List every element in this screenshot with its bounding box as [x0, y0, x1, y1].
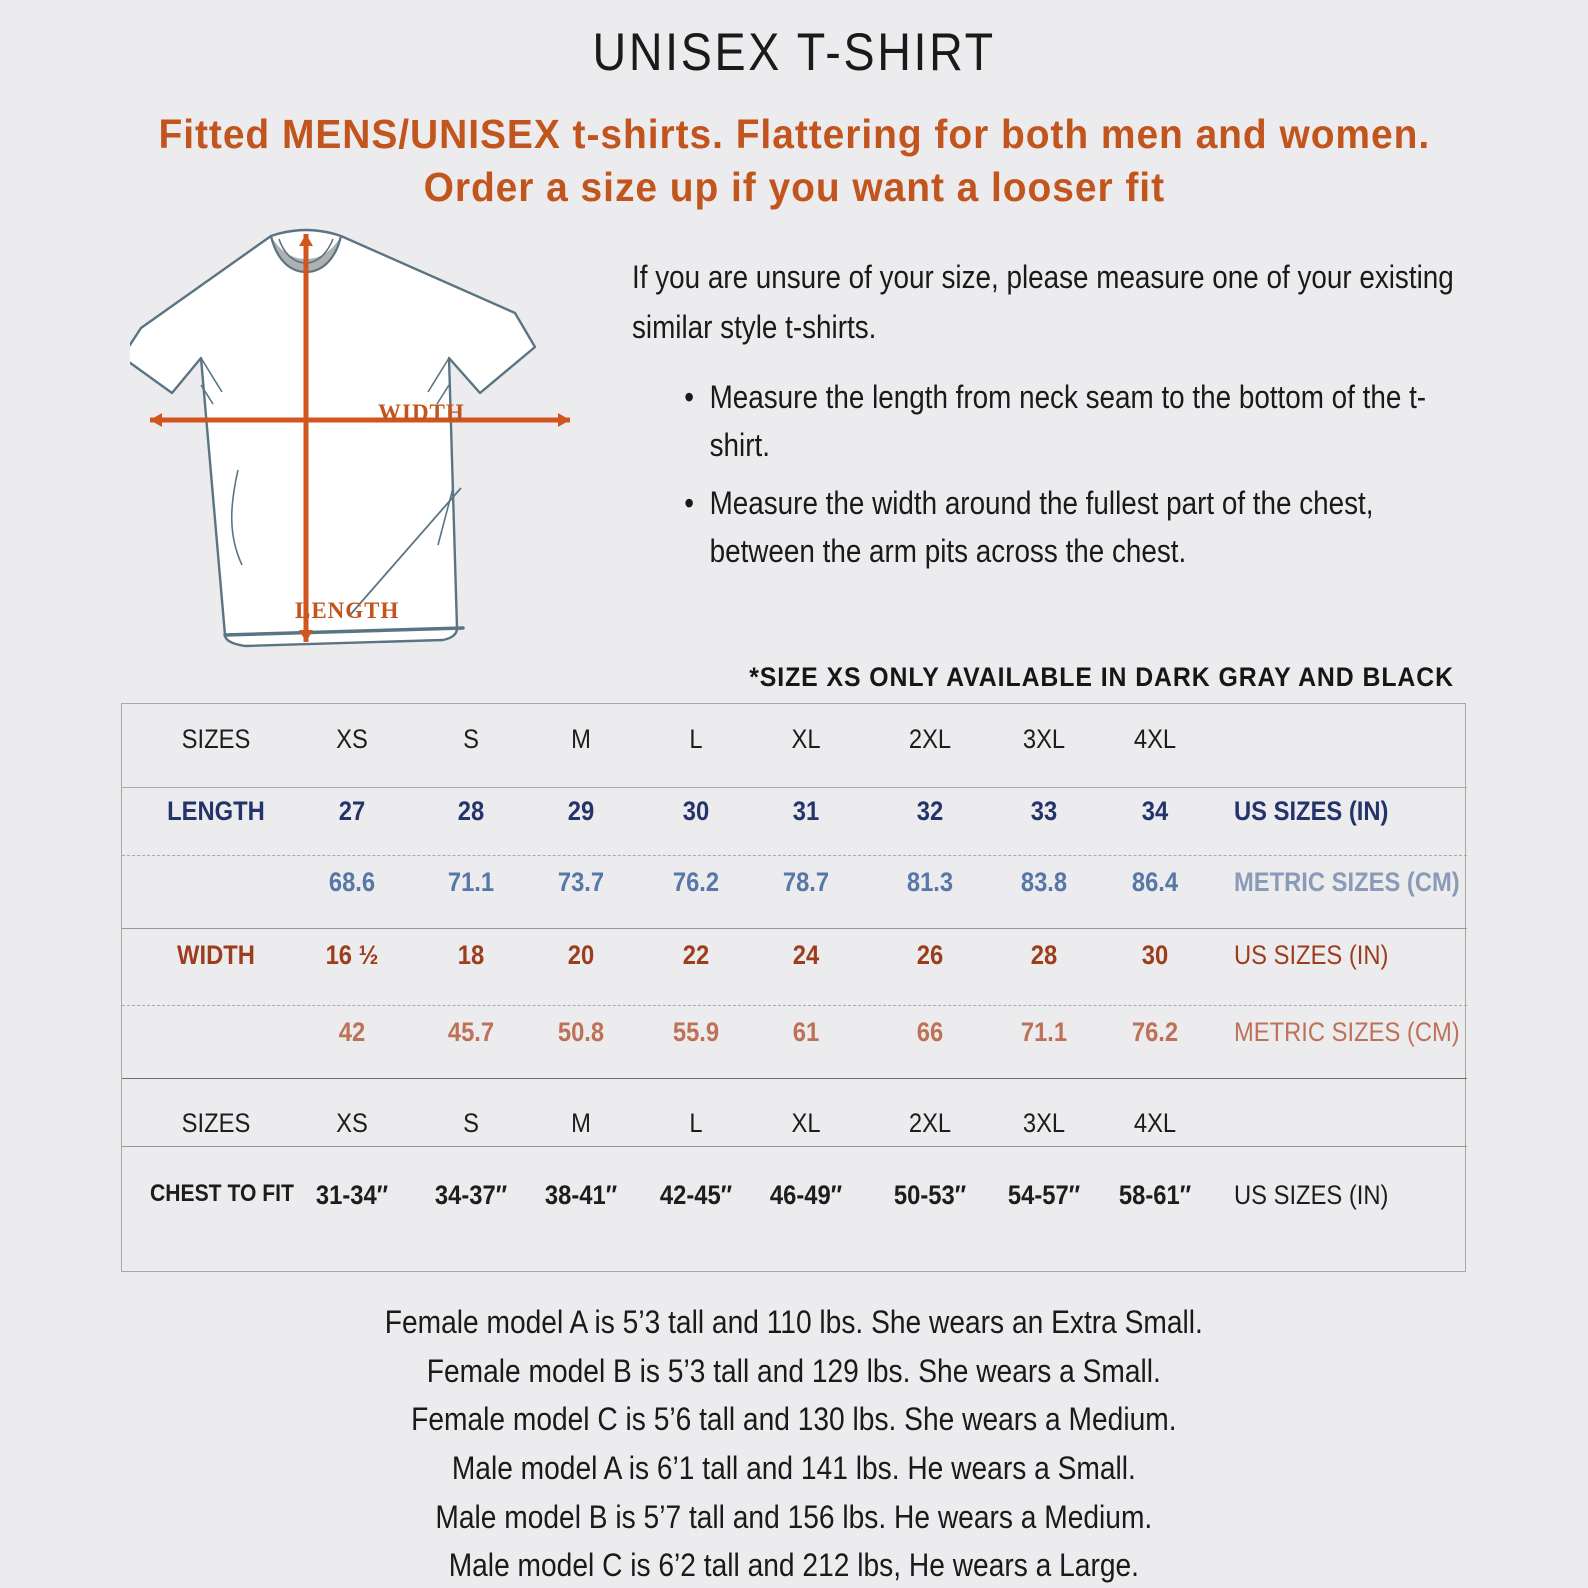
svg-text:LENGTH: LENGTH	[295, 598, 399, 623]
svg-text:WIDTH: WIDTH	[378, 400, 465, 425]
